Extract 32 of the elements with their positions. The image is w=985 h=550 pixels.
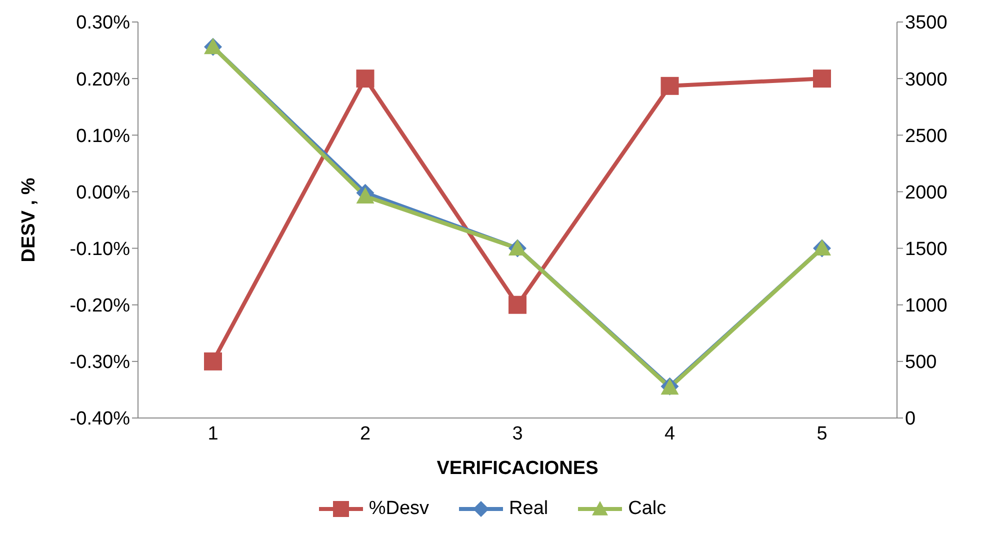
y-tick-label: -0.30% [70,352,130,374]
y-tick-label: 0.20% [76,69,130,90]
y2-tick-label: 2000 [905,182,948,204]
point [204,352,222,370]
y-tick-label: 0.10% [76,126,130,147]
x-tick-label: 3 [512,423,523,444]
y2-tick-label: 3500 [905,12,948,34]
x-tick-label: 2 [360,423,371,444]
y2-tick-label: 1000 [905,296,948,317]
legend-label: %Desv [368,498,430,520]
y-axis-title: DESV , % [18,178,40,262]
x-tick-label: 1 [208,423,218,444]
x-tick-label: 5 [816,423,828,444]
y2-tick-label: 2500 [905,126,948,147]
x-axis-title: VERIFICACIONES [436,458,598,479]
point [356,187,374,204]
y-tick-label: 0.00% [76,182,130,204]
legend-label: Calc [628,498,666,520]
y-tick-label: -0.40% [70,408,130,430]
y2-tick-label: 1500 [905,239,948,260]
y-tick-label: -0.20% [70,296,130,317]
y2-tick-label: 500 [905,352,937,374]
y2-tick-label: 3000 [905,69,948,90]
x-tick-label: 4 [664,423,676,444]
y-tick-label: 0.30% [76,12,130,34]
point [660,76,679,95]
y-tick-label: -0.10% [70,239,130,260]
point [813,70,831,88]
point [508,296,526,314]
point [356,70,374,88]
legend-label: Real [509,498,548,520]
y2-tick-label: 0 [905,408,916,430]
